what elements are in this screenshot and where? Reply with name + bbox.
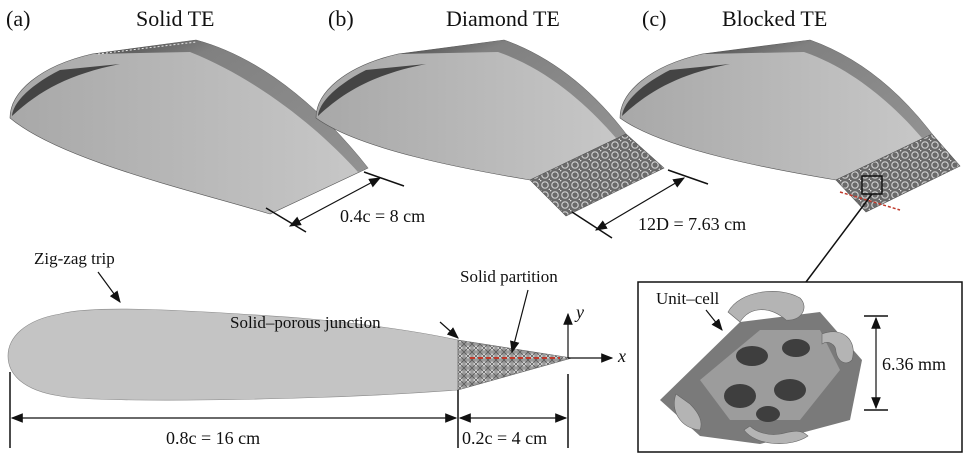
airfoil-profile bbox=[7, 308, 573, 401]
solid-section bbox=[7, 308, 459, 401]
y-axis-label: y bbox=[574, 302, 584, 322]
partition-arrow bbox=[510, 289, 529, 354]
panel-c-title: Blocked TE bbox=[722, 6, 827, 31]
panel-b-tag: (b) bbox=[328, 6, 354, 31]
wing-blocked bbox=[619, 39, 961, 283]
unit-cell-inset: Unit–cell 6.36 mm bbox=[637, 281, 963, 453]
dimension-diamond-te: 12D = 7.63 cm bbox=[571, 169, 746, 239]
junction-arrow bbox=[439, 321, 459, 339]
solid-chord-label: 0.8c = 16 cm bbox=[166, 428, 260, 448]
porous-section bbox=[457, 339, 573, 391]
junction-label: Solid–porous junction bbox=[230, 313, 381, 332]
wing-solid bbox=[9, 39, 369, 215]
dimension-porous-chord: 0.2c = 4 cm bbox=[458, 374, 569, 448]
unit-cell-label: Unit–cell bbox=[656, 289, 720, 308]
unit-cell-dimension: 6.36 mm bbox=[882, 354, 946, 374]
unit-cell-arrow bbox=[705, 309, 723, 331]
panel-a-tag: (a) bbox=[6, 6, 30, 31]
dimension-solid-chord: 0.8c = 16 cm bbox=[9, 372, 459, 448]
panel-a-title: Solid TE bbox=[136, 6, 214, 31]
diamond-lattice-region bbox=[529, 133, 665, 217]
unit-cell-render bbox=[660, 291, 862, 445]
wing-diamond bbox=[315, 39, 665, 217]
coordinate-axes: x y bbox=[563, 302, 626, 366]
dimension-diamond-te-label: 12D = 7.63 cm bbox=[638, 214, 746, 234]
zigzag-trip-arrow bbox=[97, 271, 121, 303]
zigzag-trip-label: Zig-zag trip bbox=[34, 249, 115, 268]
x-axis-label: x bbox=[617, 346, 626, 366]
panel-b-title: Diamond TE bbox=[446, 6, 560, 31]
porous-chord-label: 0.2c = 4 cm bbox=[462, 428, 547, 448]
panel-c-tag: (c) bbox=[642, 6, 666, 31]
partition-label: Solid partition bbox=[460, 267, 558, 286]
dimension-solid-te-label: 0.4c = 8 cm bbox=[340, 206, 425, 226]
dimension-solid-te: 0.4c = 8 cm bbox=[265, 171, 425, 233]
